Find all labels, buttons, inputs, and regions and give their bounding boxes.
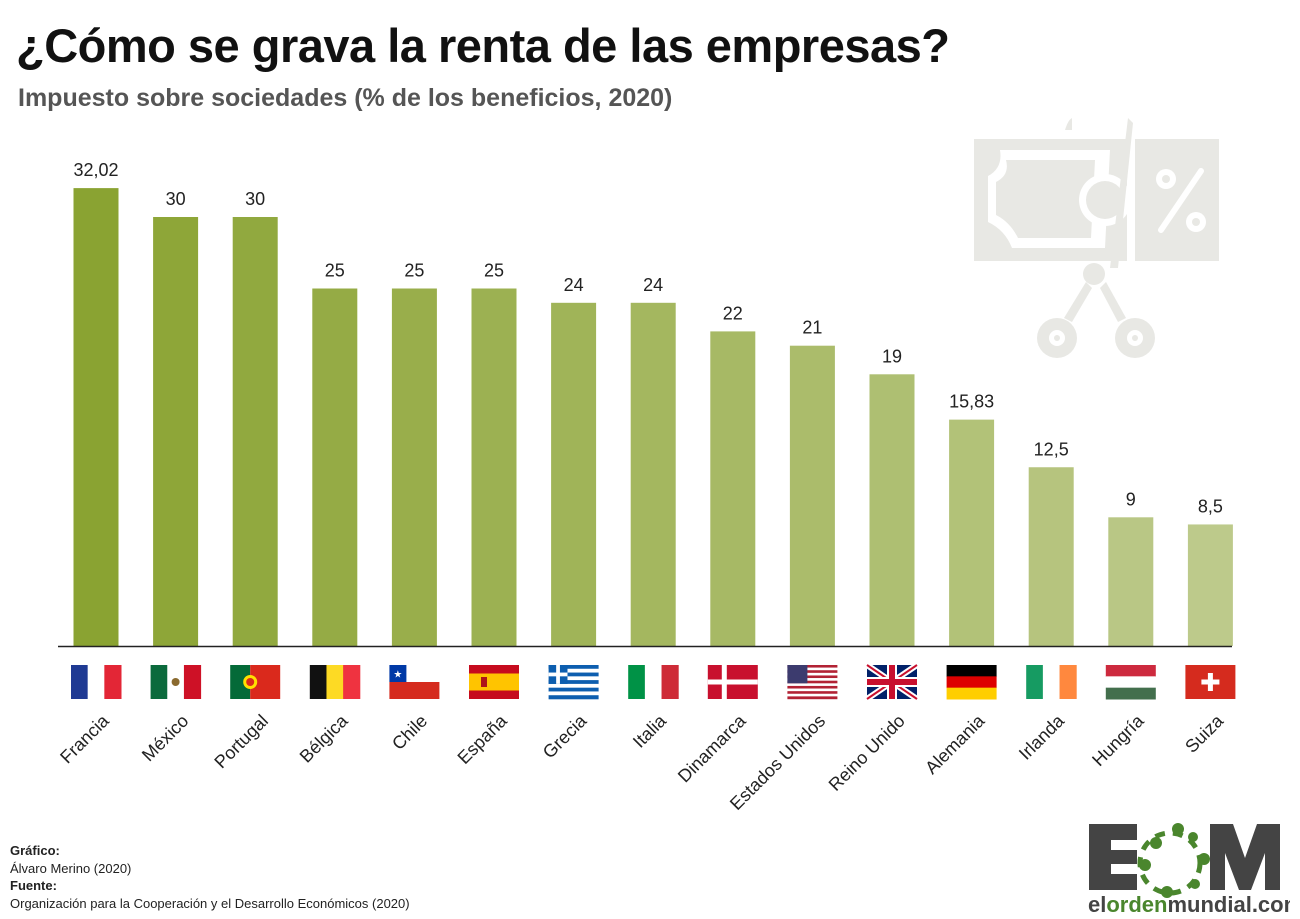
data-label: 30 bbox=[166, 189, 186, 209]
x-tick-label: Chile bbox=[388, 711, 431, 754]
credits: Gráfico: Álvaro Merino (2020) Fuente: Or… bbox=[10, 842, 410, 912]
x-tick-label: España bbox=[454, 710, 512, 768]
data-label: 8,5 bbox=[1198, 496, 1223, 516]
data-label: 24 bbox=[643, 275, 663, 295]
bar bbox=[232, 217, 278, 646]
x-tick-label: Francia bbox=[56, 710, 113, 767]
bar bbox=[869, 374, 915, 646]
data-label: 25 bbox=[325, 261, 345, 281]
flag-mexico-icon bbox=[150, 665, 202, 699]
data-label: 9 bbox=[1126, 489, 1136, 509]
x-tick-label: Bélgica bbox=[296, 710, 353, 767]
data-label: 12,5 bbox=[1034, 439, 1069, 459]
credits-fuente-label: Fuente: bbox=[10, 878, 57, 893]
scissors-cutting-banknote-percent-icon bbox=[974, 118, 1219, 358]
data-label: 30 bbox=[245, 189, 265, 209]
flag-hungary-icon bbox=[1105, 665, 1156, 700]
bar bbox=[153, 217, 199, 646]
x-tick-label: Dinamarca bbox=[674, 710, 750, 786]
flag-greece-icon bbox=[548, 665, 599, 700]
flag-germany-icon bbox=[946, 665, 997, 700]
x-tick-label: Italia bbox=[629, 710, 671, 752]
x-tick-label: Suiza bbox=[1181, 710, 1228, 757]
bar bbox=[551, 302, 597, 646]
flag-belgium-icon bbox=[309, 665, 361, 699]
data-label: 24 bbox=[564, 275, 584, 295]
flag-denmark-icon bbox=[707, 665, 758, 699]
x-tick-label: México bbox=[138, 711, 192, 765]
logo-site-text[interactable]: elordenmundial.com bbox=[1088, 892, 1290, 916]
data-label: 15,83 bbox=[949, 392, 994, 412]
bar bbox=[73, 188, 119, 646]
flag-switzerland-icon bbox=[1185, 665, 1236, 699]
flag-chile-icon: ★ bbox=[389, 665, 440, 699]
data-label: 25 bbox=[484, 261, 504, 281]
flag-portugal-icon bbox=[230, 665, 281, 699]
svg-text:★: ★ bbox=[393, 670, 402, 681]
credits-fuente-value: Organización para la Cooperación y el De… bbox=[10, 895, 410, 911]
bar bbox=[630, 302, 676, 646]
bar bbox=[312, 288, 358, 646]
bar bbox=[1187, 524, 1233, 646]
x-tick-label: Reino Unido bbox=[825, 711, 909, 795]
x-tick-label: Portugal bbox=[210, 711, 272, 773]
credits-grafico-value: Álvaro Merino (2020) bbox=[10, 860, 132, 876]
bar bbox=[789, 345, 835, 646]
bar bbox=[949, 419, 995, 646]
credits-grafico-label: Gráfico: bbox=[10, 843, 60, 858]
bar bbox=[1108, 517, 1154, 646]
chart-title: ¿Cómo se grava la renta de las empresas? bbox=[16, 19, 950, 72]
x-tick-label: Alemania bbox=[921, 710, 989, 778]
data-label: 25 bbox=[404, 261, 424, 281]
eom-logo: elordenmundial.com bbox=[1088, 823, 1290, 916]
x-tick-label: Grecia bbox=[539, 710, 591, 762]
flag-uk-icon bbox=[865, 662, 919, 702]
chart-subtitle: Impuesto sobre sociedades (% de los bene… bbox=[18, 84, 673, 112]
flag-ireland-icon bbox=[1026, 665, 1077, 699]
flag-france-icon bbox=[71, 665, 122, 699]
bar bbox=[710, 331, 756, 646]
data-label: 32,02 bbox=[73, 160, 118, 180]
bar bbox=[1028, 467, 1074, 646]
flag-italy-icon bbox=[628, 665, 679, 699]
x-tick-label: Irlanda bbox=[1015, 710, 1069, 764]
flag-usa-icon bbox=[787, 665, 838, 700]
data-label: 19 bbox=[882, 346, 902, 366]
bar bbox=[391, 288, 437, 646]
data-label: 22 bbox=[723, 303, 743, 323]
flag-spain-icon bbox=[469, 665, 519, 699]
bar bbox=[471, 288, 517, 646]
x-tick-label: Hungría bbox=[1088, 710, 1148, 770]
data-label: 21 bbox=[802, 318, 822, 338]
